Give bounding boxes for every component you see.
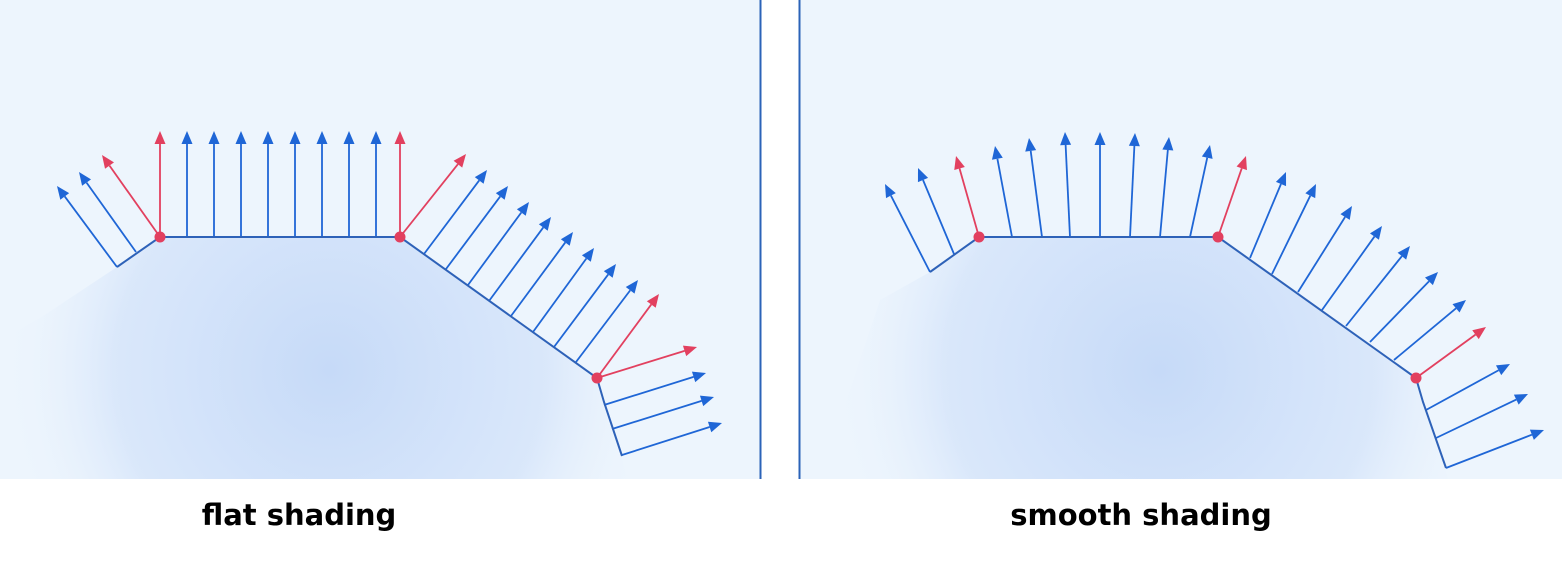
smooth-interpolated-normal-arrow [1435, 394, 1528, 439]
flat-face-normal-arrow [343, 131, 355, 237]
smooth-vertex-normal-arrow [954, 156, 980, 238]
flat-vertex-normal-arrow [596, 345, 697, 379]
flat-face-normal-arrow [575, 280, 638, 363]
shading-comparison-diagram [0, 0, 1562, 479]
smooth-interpolated-normal-arrow [1445, 429, 1544, 469]
flat-face-normal-arrow [611, 395, 714, 430]
smooth-vertex-dot [973, 231, 985, 243]
flat-face-normal-arrow [488, 217, 551, 302]
smooth-vertex-normal-arrow [1217, 156, 1247, 238]
flat-face-normal-arrow [553, 264, 616, 348]
flat-face-normal-arrow [208, 131, 220, 237]
smooth-shading-panel [798, 0, 1562, 479]
smooth-interpolated-normal-arrow [1369, 272, 1438, 343]
flat-face-normal-arrow [370, 131, 382, 237]
smooth-shading-caption: smooth shading [1010, 498, 1272, 532]
smooth-interpolated-normal-arrow [991, 146, 1013, 238]
flat-shading-caption: flat shading [201, 498, 397, 532]
smooth-vertex-dot [1410, 372, 1422, 384]
flat-normals-group [57, 131, 722, 456]
flat-vertex-dot [154, 231, 166, 243]
flat-face-normal-arrow [423, 170, 487, 255]
flat-vertex-normal-arrow [102, 155, 161, 238]
smooth-interpolated-normal-arrow [1297, 206, 1352, 293]
smooth-interpolated-normal-arrow [885, 184, 931, 273]
flat-face-normal-arrow [445, 186, 508, 270]
flat-surface-group [116, 231, 623, 457]
flat-face-normal-arrow [532, 248, 594, 333]
flat-vertex-normal-arrow [596, 294, 659, 379]
flat-face-normal-arrow [621, 421, 722, 456]
flat-vertex-normal-arrow [399, 154, 466, 238]
smooth-interpolated-normal-arrow [917, 168, 955, 255]
flat-shading-panel [0, 0, 762, 479]
flat-face-normal-arrow [510, 232, 573, 317]
flat-vertex-normal-arrow [154, 131, 166, 237]
smooth-surface-line [929, 236, 1447, 469]
flat-face-normal-arrow [181, 131, 193, 237]
flat-face-normal-arrow [603, 371, 706, 406]
smooth-surface-group [929, 231, 1447, 469]
flat-surface-line [116, 236, 623, 457]
smooth-interpolated-normal-arrow [1189, 145, 1213, 238]
flat-vertex-dot [591, 372, 603, 384]
flat-face-normal-arrow [79, 172, 137, 253]
smooth-interpolated-normal-arrow [1060, 132, 1072, 238]
smooth-vertex-normal-arrow [1415, 327, 1486, 379]
flat-face-normal-arrow [316, 131, 328, 237]
flat-face-normal-arrow [467, 202, 529, 286]
smooth-interpolated-normal-arrow [1321, 226, 1382, 311]
smooth-interpolated-normal-arrow [1345, 246, 1410, 327]
flat-vertex-normal-arrow [394, 131, 406, 237]
smooth-interpolated-normal-arrow [1425, 364, 1510, 411]
flat-vertex-dot [394, 231, 406, 243]
smooth-interpolated-normal-arrow [1271, 184, 1316, 275]
flat-face-normal-arrow [262, 131, 274, 237]
smooth-interpolated-normal-arrow [1128, 133, 1140, 238]
smooth-interpolated-normal-arrow [1094, 132, 1106, 237]
smooth-surface-fill [820, 237, 1448, 479]
flat-surface-fill [0, 237, 628, 479]
smooth-interpolated-normal-arrow [1025, 138, 1043, 238]
flat-face-normal-arrow [289, 131, 301, 237]
smooth-vertex-dot [1212, 231, 1224, 243]
smooth-interpolated-normal-arrow [1249, 172, 1287, 259]
smooth-interpolated-normal-arrow [1159, 137, 1174, 238]
smooth-normals-group [885, 132, 1544, 469]
flat-face-normal-arrow [57, 186, 118, 268]
smooth-interpolated-normal-arrow [1393, 300, 1466, 361]
flat-face-normal-arrow [235, 131, 247, 237]
